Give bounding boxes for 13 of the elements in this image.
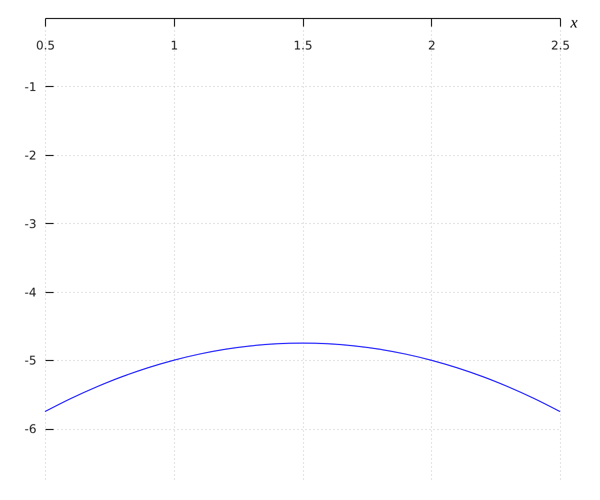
x-tick-label: 2.5 <box>550 38 570 52</box>
x-tick-label: 1.5 <box>293 38 313 52</box>
x-axis-title: x <box>570 14 578 32</box>
line-series <box>44 342 560 412</box>
y-tick-label: -4 <box>24 285 36 300</box>
x-tick-label: 0.5 <box>36 38 56 52</box>
x-tick-label: 2 <box>428 38 436 52</box>
x-tick-label: 1 <box>170 38 178 52</box>
y-tick-label: -2 <box>24 148 36 162</box>
y-tick-label: -1 <box>24 80 36 94</box>
y-tick-label: -5 <box>24 354 36 368</box>
y-tick-label: -6 <box>24 422 36 436</box>
y-tick-label: -3 <box>24 216 36 231</box>
